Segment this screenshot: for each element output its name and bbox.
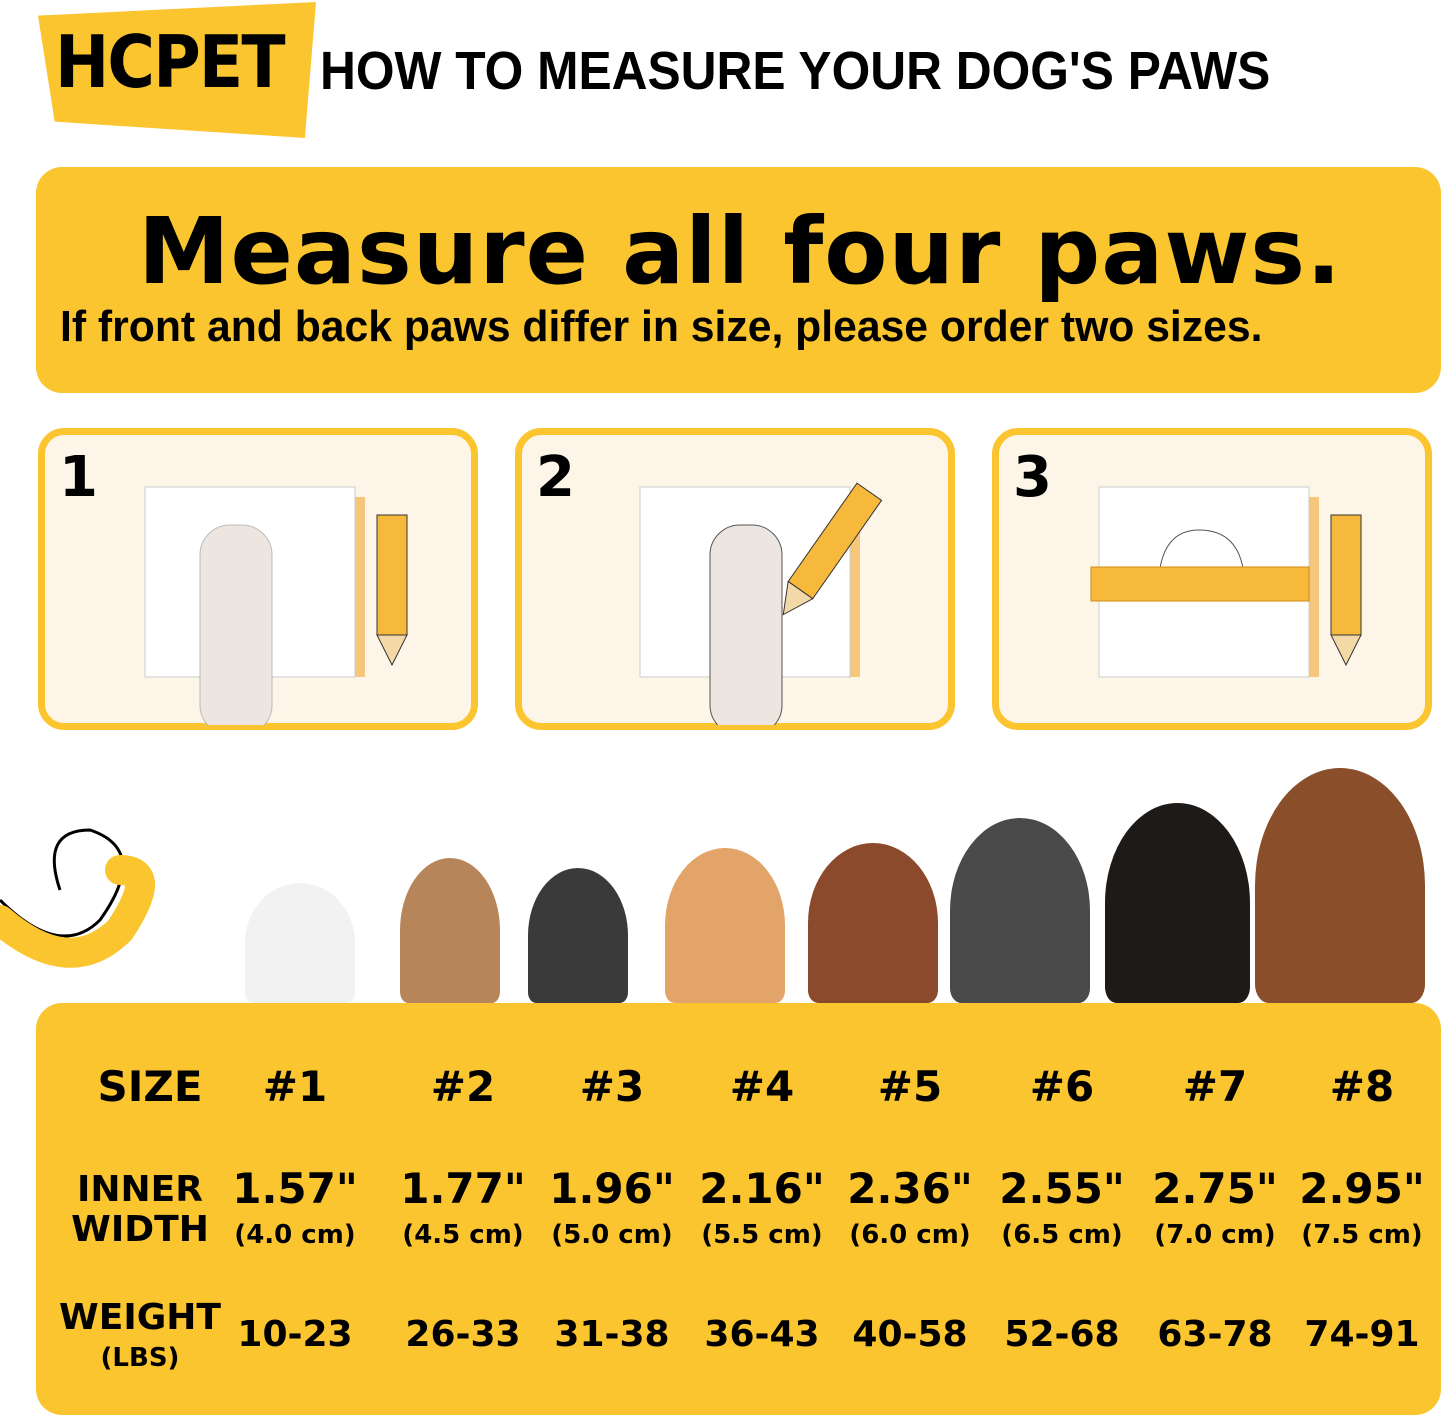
australian-shepherd-image: [808, 843, 938, 1003]
yorkie-image: [400, 858, 500, 1003]
size-7-size: #7: [1182, 1062, 1248, 1111]
size-8-weight: 74-91: [1304, 1314, 1420, 1355]
trace-paw-with-pencil-icon: [639, 482, 883, 725]
size-4-inches: 2.16": [699, 1164, 825, 1213]
page-title: HOW TO MEASURE YOUR DOG'S PAWS: [320, 41, 1271, 101]
size-2-cm: (4.5 cm): [402, 1220, 524, 1250]
size-5-size: #5: [877, 1062, 943, 1111]
size-table: [36, 1003, 1441, 1415]
banner-headline: Measure all four paws.: [137, 198, 1343, 305]
size-1-cm: (4.0 cm): [234, 1220, 356, 1250]
size-6-weight: 52-68: [1004, 1314, 1120, 1355]
size-6-cm: (6.5 cm): [1001, 1220, 1123, 1250]
label-line: WIDTH: [71, 1209, 209, 1250]
swoosh-decoration-icon: [0, 828, 155, 968]
label-unit: (LBS): [100, 1343, 180, 1373]
step-2-panel: 2: [515, 428, 955, 730]
step-number: 1: [59, 445, 98, 510]
size-3-size: #3: [579, 1062, 645, 1111]
measure-with-ruler-icon: [1090, 486, 1362, 678]
shiba-image: [665, 848, 785, 1003]
banner-subtitle: If front and back paws differ in size, p…: [60, 302, 1263, 351]
size-4-cm: (5.5 cm): [701, 1220, 823, 1250]
size-1-inches: 1.57": [232, 1164, 358, 1213]
logo-background: [38, 2, 316, 138]
size-6-inches: 2.55": [999, 1164, 1125, 1213]
step-3-panel: 3: [992, 428, 1432, 730]
step-number: 3: [1013, 445, 1052, 510]
banner: [36, 167, 1441, 393]
size-7-weight: 63-78: [1157, 1314, 1273, 1355]
size-2-size: #2: [430, 1062, 496, 1111]
inner-width-row-label: INNER WIDTH: [71, 1170, 209, 1250]
step-number: 2: [536, 445, 575, 510]
size-row-label: SIZE: [97, 1062, 203, 1111]
schnauzer-image: [528, 868, 628, 1003]
size-3-weight: 31-38: [554, 1314, 670, 1355]
size-7-cm: (7.0 cm): [1154, 1220, 1276, 1250]
weight-row-label: WEIGHT (LBS): [59, 1298, 221, 1378]
label-line: INNER: [77, 1169, 203, 1210]
size-2-weight: 26-33: [405, 1314, 521, 1355]
rottweiler-image: [1105, 803, 1250, 1003]
brand-logo: HCPET: [55, 20, 286, 104]
size-7-inches: 2.75": [1152, 1164, 1278, 1213]
size-5-weight: 40-58: [852, 1314, 968, 1355]
size-5-cm: (6.0 cm): [849, 1220, 971, 1250]
size-3-inches: 1.96": [549, 1164, 675, 1213]
size-5-inches: 2.36": [847, 1164, 973, 1213]
size-4-weight: 36-43: [704, 1314, 820, 1355]
step-1-panel: 1: [38, 428, 478, 730]
size-6-size: #6: [1029, 1062, 1095, 1111]
paw-on-paper-icon: [144, 486, 408, 725]
husky-image: [950, 818, 1090, 1003]
saint-bernard-image: [1255, 768, 1425, 1003]
size-8-size: #8: [1329, 1062, 1395, 1111]
size-8-cm: (7.5 cm): [1301, 1220, 1423, 1250]
size-8-inches: 2.95": [1299, 1164, 1425, 1213]
size-2-inches: 1.77": [400, 1164, 526, 1213]
label-line: WEIGHT: [59, 1297, 221, 1338]
bichon-image: [245, 883, 355, 1003]
size-1-size: #1: [262, 1062, 328, 1111]
size-4-size: #4: [729, 1062, 795, 1111]
size-1-weight: 10-23: [237, 1314, 353, 1355]
size-3-cm: (5.0 cm): [551, 1220, 673, 1250]
dog-breeds-row: [240, 760, 1440, 1003]
